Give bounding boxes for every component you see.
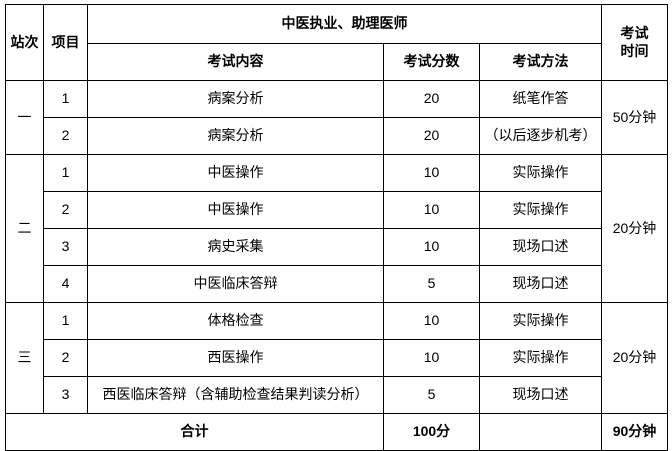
- item-cell: 2: [43, 117, 88, 155]
- table-row: 三 1 体格检查 10 实际操作 20分钟: [5, 302, 669, 414]
- header-score: 考试分数: [383, 43, 480, 81]
- table-title-row: 站次 项目 中医执业、助理医师 考试 时间: [5, 4, 669, 81]
- content-cell: 病案分析: [87, 117, 384, 155]
- content-cell: 体格检查: [87, 302, 384, 340]
- total-method: [478, 413, 603, 451]
- table-total-row: 合计 100分 90分钟: [5, 413, 669, 451]
- item-cell: 1: [43, 80, 88, 118]
- item-cell: 2: [43, 339, 88, 377]
- time-cell-1: 50分钟: [601, 80, 669, 155]
- station-cell-3: 三: [5, 302, 44, 414]
- method-cell: （以后逐步机考）: [478, 117, 603, 155]
- total-score: 100分: [383, 413, 480, 451]
- table-row: 2 病案分析 20 （以后逐步机考）: [6, 117, 668, 155]
- content-cell: 中医操作: [87, 191, 384, 229]
- total-label: 合计: [5, 413, 384, 451]
- table-row: 3 西医临床答辩（含辅助检查结果判读分析） 5 现场口述: [6, 376, 668, 414]
- score-cell: 10: [383, 302, 480, 340]
- content-cell: 中医临床答辩: [87, 265, 384, 303]
- item-cell: 2: [43, 191, 88, 229]
- content-cell: 中医操作: [87, 154, 384, 192]
- content-cell: 病案分析: [87, 80, 384, 118]
- header-method: 考试方法: [478, 43, 603, 81]
- method-cell: 实际操作: [478, 191, 603, 229]
- table-row: 二 1 中医操作 10 实际操作 20分钟: [5, 154, 669, 303]
- header-content: 考试内容: [87, 43, 384, 81]
- method-cell: 纸笔作答: [478, 80, 603, 118]
- table-row: 3 病史采集 10 现场口述: [6, 228, 668, 266]
- header-time: 考试 时间: [601, 4, 669, 81]
- item-cell: 4: [43, 265, 88, 303]
- item-cell: 3: [43, 228, 88, 266]
- time-cell-3: 20分钟: [601, 302, 669, 414]
- method-cell: 实际操作: [478, 154, 603, 192]
- score-cell: 10: [383, 154, 480, 192]
- table-title: 中医执业、助理医师: [86, 4, 603, 44]
- table-row: 2 中医操作 10 实际操作: [6, 191, 668, 229]
- header-station: 站次: [5, 4, 44, 81]
- score-cell: 20: [383, 80, 480, 118]
- method-cell: 现场口述: [478, 376, 603, 414]
- table-row: 2 西医操作 10 实际操作: [6, 339, 668, 377]
- time-cell-2: 20分钟: [601, 154, 669, 303]
- method-cell: 现场口述: [478, 228, 603, 266]
- score-cell: 20: [383, 117, 480, 155]
- content-cell: 西医临床答辩（含辅助检查结果判读分析）: [87, 376, 384, 414]
- content-cell: 西医操作: [87, 339, 384, 377]
- score-cell: 10: [383, 339, 480, 377]
- table-row: 4 中医临床答辩 5 现场口述: [6, 265, 668, 303]
- item-cell: 1: [43, 154, 88, 192]
- header-time-line1: 考试: [620, 25, 649, 41]
- table-header-row: 考试内容 考试分数 考试方法: [6, 43, 668, 81]
- total-time: 90分钟: [601, 413, 669, 451]
- content-cell: 病史采集: [87, 228, 384, 266]
- score-cell: 10: [383, 191, 480, 229]
- method-cell: 现场口述: [478, 265, 603, 303]
- station-cell-2: 二: [5, 154, 44, 303]
- exam-schedule-table: 站次 项目 中医执业、助理医师 考试 时间 考试内容 考试分数 考试方法 一 1…: [5, 4, 669, 451]
- method-cell: 实际操作: [478, 302, 603, 340]
- header-time-line2: 时间: [620, 42, 649, 59]
- table-row: 一 1 病案分析 20 纸笔作答 50分钟: [5, 80, 669, 155]
- score-cell: 5: [383, 265, 480, 303]
- item-cell: 1: [43, 302, 88, 340]
- item-cell: 3: [43, 376, 88, 414]
- method-cell: 实际操作: [478, 339, 603, 377]
- score-cell: 5: [383, 376, 480, 414]
- score-cell: 10: [383, 228, 480, 266]
- station-cell-1: 一: [5, 80, 44, 155]
- header-item: 项目: [43, 4, 88, 81]
